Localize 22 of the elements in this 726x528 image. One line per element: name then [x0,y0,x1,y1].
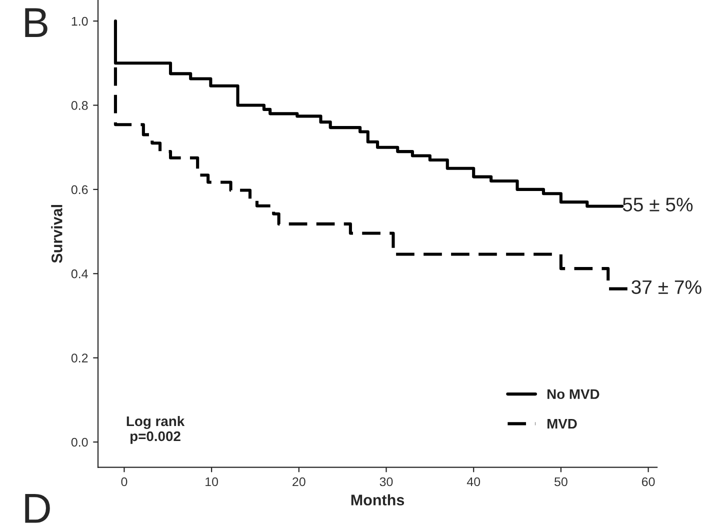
text: D [25,494,50,523]
x-tick-label: 20 [292,477,306,486]
annotation: 37 ± 7% [632,280,702,294]
y-tick-label: 0.2 [71,354,88,362]
x-tick-label: 40 [466,477,480,486]
chart-title: B [25,8,48,37]
legend-label: MVD [548,418,577,429]
x-tick-label: 60 [642,477,655,486]
x-tick-label: 30 [380,477,393,486]
annotation: 55 ± 5% [622,198,693,212]
x-axis-title: Months [351,494,404,506]
y-tick-label: 0.8 [71,101,88,110]
y-axis-title: Survival [51,204,62,263]
legend-label: No MVD [548,389,600,400]
y-tick-label: 1.0 [72,16,88,26]
y-tick-label: 0.4 [71,269,88,278]
x-tick-label: 10 [206,477,218,486]
x-tick-label: 50 [554,477,568,486]
y-tick-label: 0.0 [71,438,88,447]
x-tick-label: 0 [121,477,128,486]
y-tick-label: 0.6 [71,185,88,194]
annotation: Log rank p=0.002 [126,416,185,444]
